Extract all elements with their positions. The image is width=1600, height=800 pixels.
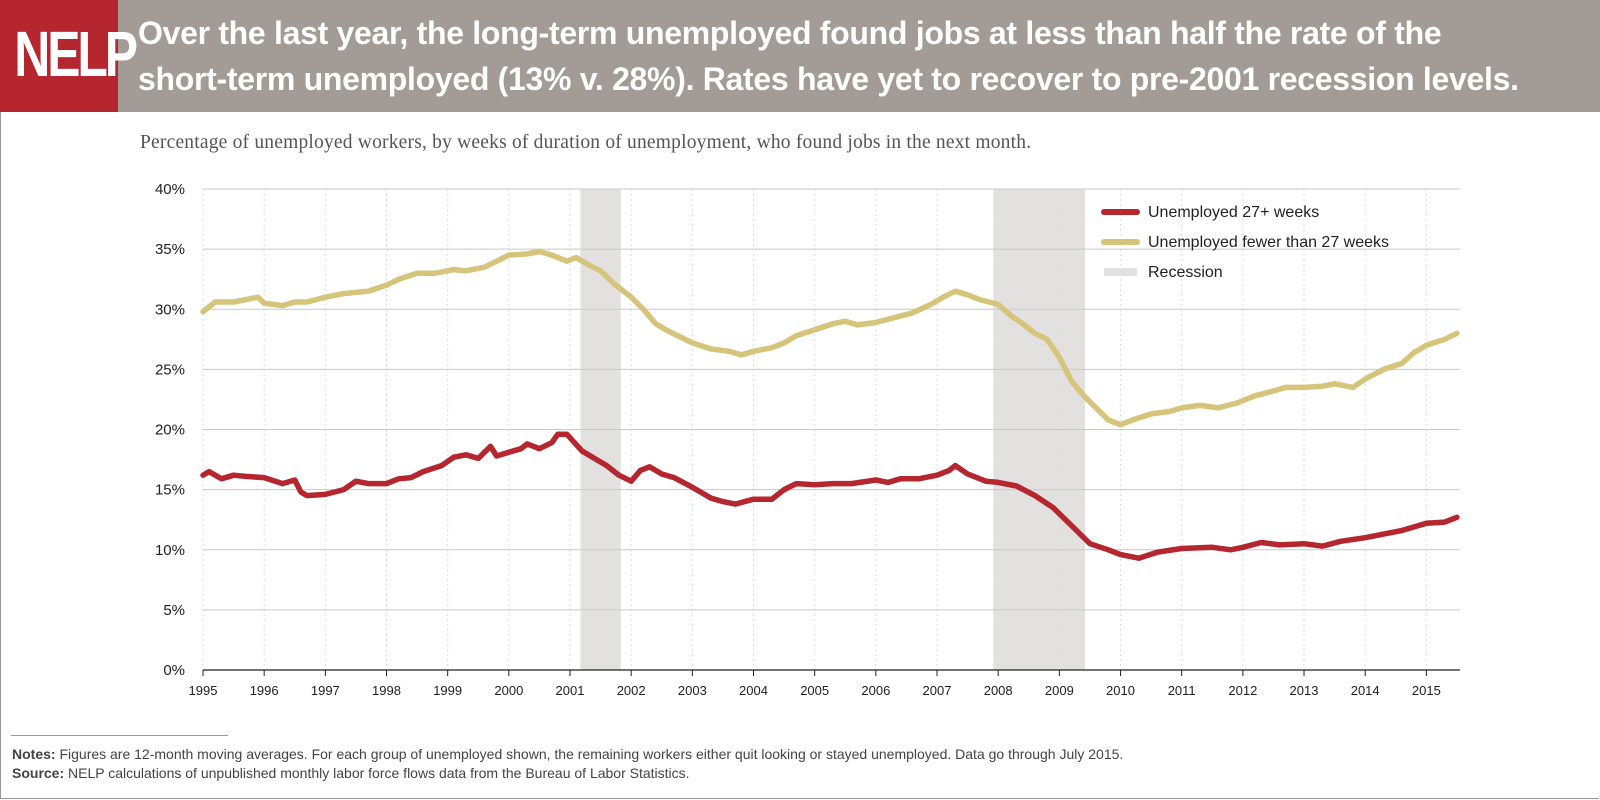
- headline-banner: NELP Over the last year, the long-term u…: [0, 0, 1600, 112]
- x-tick-label: 2009: [1045, 683, 1074, 698]
- notes-divider: [11, 735, 228, 736]
- source: Source: NELP calculations of unpublished…: [12, 765, 690, 781]
- line-chart: 0% 5% 10% 15% 20% 25% 30% 35% 40% 1995 1996 1997 199…: [155, 181, 1460, 698]
- x-tick-label: 1998: [372, 683, 401, 698]
- logo-text: NELP: [14, 18, 138, 90]
- legend-label: Recession: [1148, 264, 1223, 281]
- headline-line-1: Over the last year, the long-term unempl…: [138, 15, 1442, 51]
- x-tick-label: 2004: [739, 683, 768, 698]
- x-tick-label: 2001: [556, 683, 585, 698]
- x-tick-label: 1996: [250, 683, 279, 698]
- x-tick-label: 2000: [494, 683, 523, 698]
- y-tick-label: 30%: [155, 301, 185, 318]
- x-tick-label: 1995: [189, 683, 218, 698]
- x-tick-label: 2007: [923, 683, 952, 698]
- axes: 0% 5% 10% 15% 20% 25% 30% 35% 40% 1995 1996 1997 199…: [155, 181, 1460, 698]
- legend-item: Recession: [1104, 264, 1223, 281]
- y-tick-label: 35%: [155, 241, 185, 258]
- series-line-long-term: [200, 431, 1460, 561]
- legend: Unemployed 27+ weeks Unemployed fewer tha…: [1101, 204, 1389, 281]
- x-tick-label: 1997: [311, 683, 340, 698]
- x-tick-label: 2003: [678, 683, 707, 698]
- legend-label: Unemployed fewer than 27 weeks: [1148, 234, 1389, 251]
- x-tick-label: 2013: [1290, 683, 1319, 698]
- y-tick-label: 5%: [163, 602, 185, 619]
- x-tick-label: 2008: [984, 683, 1013, 698]
- y-tick-label: 15%: [155, 482, 185, 499]
- chart-subtitle: Percentage of unemployed workers, by wee…: [140, 132, 1032, 153]
- y-tick-label: 25%: [155, 361, 185, 378]
- x-tick-label: 2005: [800, 683, 829, 698]
- x-tick-label: 2006: [861, 683, 890, 698]
- grid-lines: [202, 188, 1460, 670]
- y-tick-label: 0%: [163, 662, 185, 679]
- x-tick-label: 2014: [1351, 683, 1380, 698]
- y-tick-label: 10%: [155, 542, 185, 559]
- series-lines: [200, 248, 1460, 561]
- series-line-short-term: [200, 248, 1460, 428]
- source-label: Source:: [12, 765, 65, 781]
- x-tick-label: 2010: [1106, 683, 1135, 698]
- legend-item: Unemployed fewer than 27 weeks: [1101, 234, 1389, 251]
- notes: Notes: Figures are 12-month moving avera…: [12, 746, 1123, 762]
- headline: Over the last year, the long-term unempl…: [138, 10, 1588, 102]
- notes-label: Notes:: [12, 746, 56, 762]
- legend-label: Unemployed 27+ weeks: [1148, 204, 1319, 221]
- notes-text: Figures are 12-month moving averages. Fo…: [59, 746, 1124, 762]
- x-tick-label: 2011: [1168, 683, 1196, 698]
- legend-swatch: [1104, 268, 1137, 276]
- nelp-logo: NELP: [0, 0, 138, 112]
- source-text: NELP calculations of unpublished monthly…: [68, 765, 690, 781]
- x-tick-label: 2015: [1412, 683, 1441, 698]
- legend-item: Unemployed 27+ weeks: [1101, 204, 1319, 221]
- y-tick-label: 40%: [155, 181, 185, 198]
- x-tick-label: 2002: [617, 683, 646, 698]
- headline-line-2: short-term unemployed (13% v. 28%). Rate…: [138, 61, 1519, 97]
- x-tick-label: 2012: [1228, 683, 1257, 698]
- y-tick-label: 20%: [155, 422, 185, 439]
- x-tick-label: 1999: [433, 683, 462, 698]
